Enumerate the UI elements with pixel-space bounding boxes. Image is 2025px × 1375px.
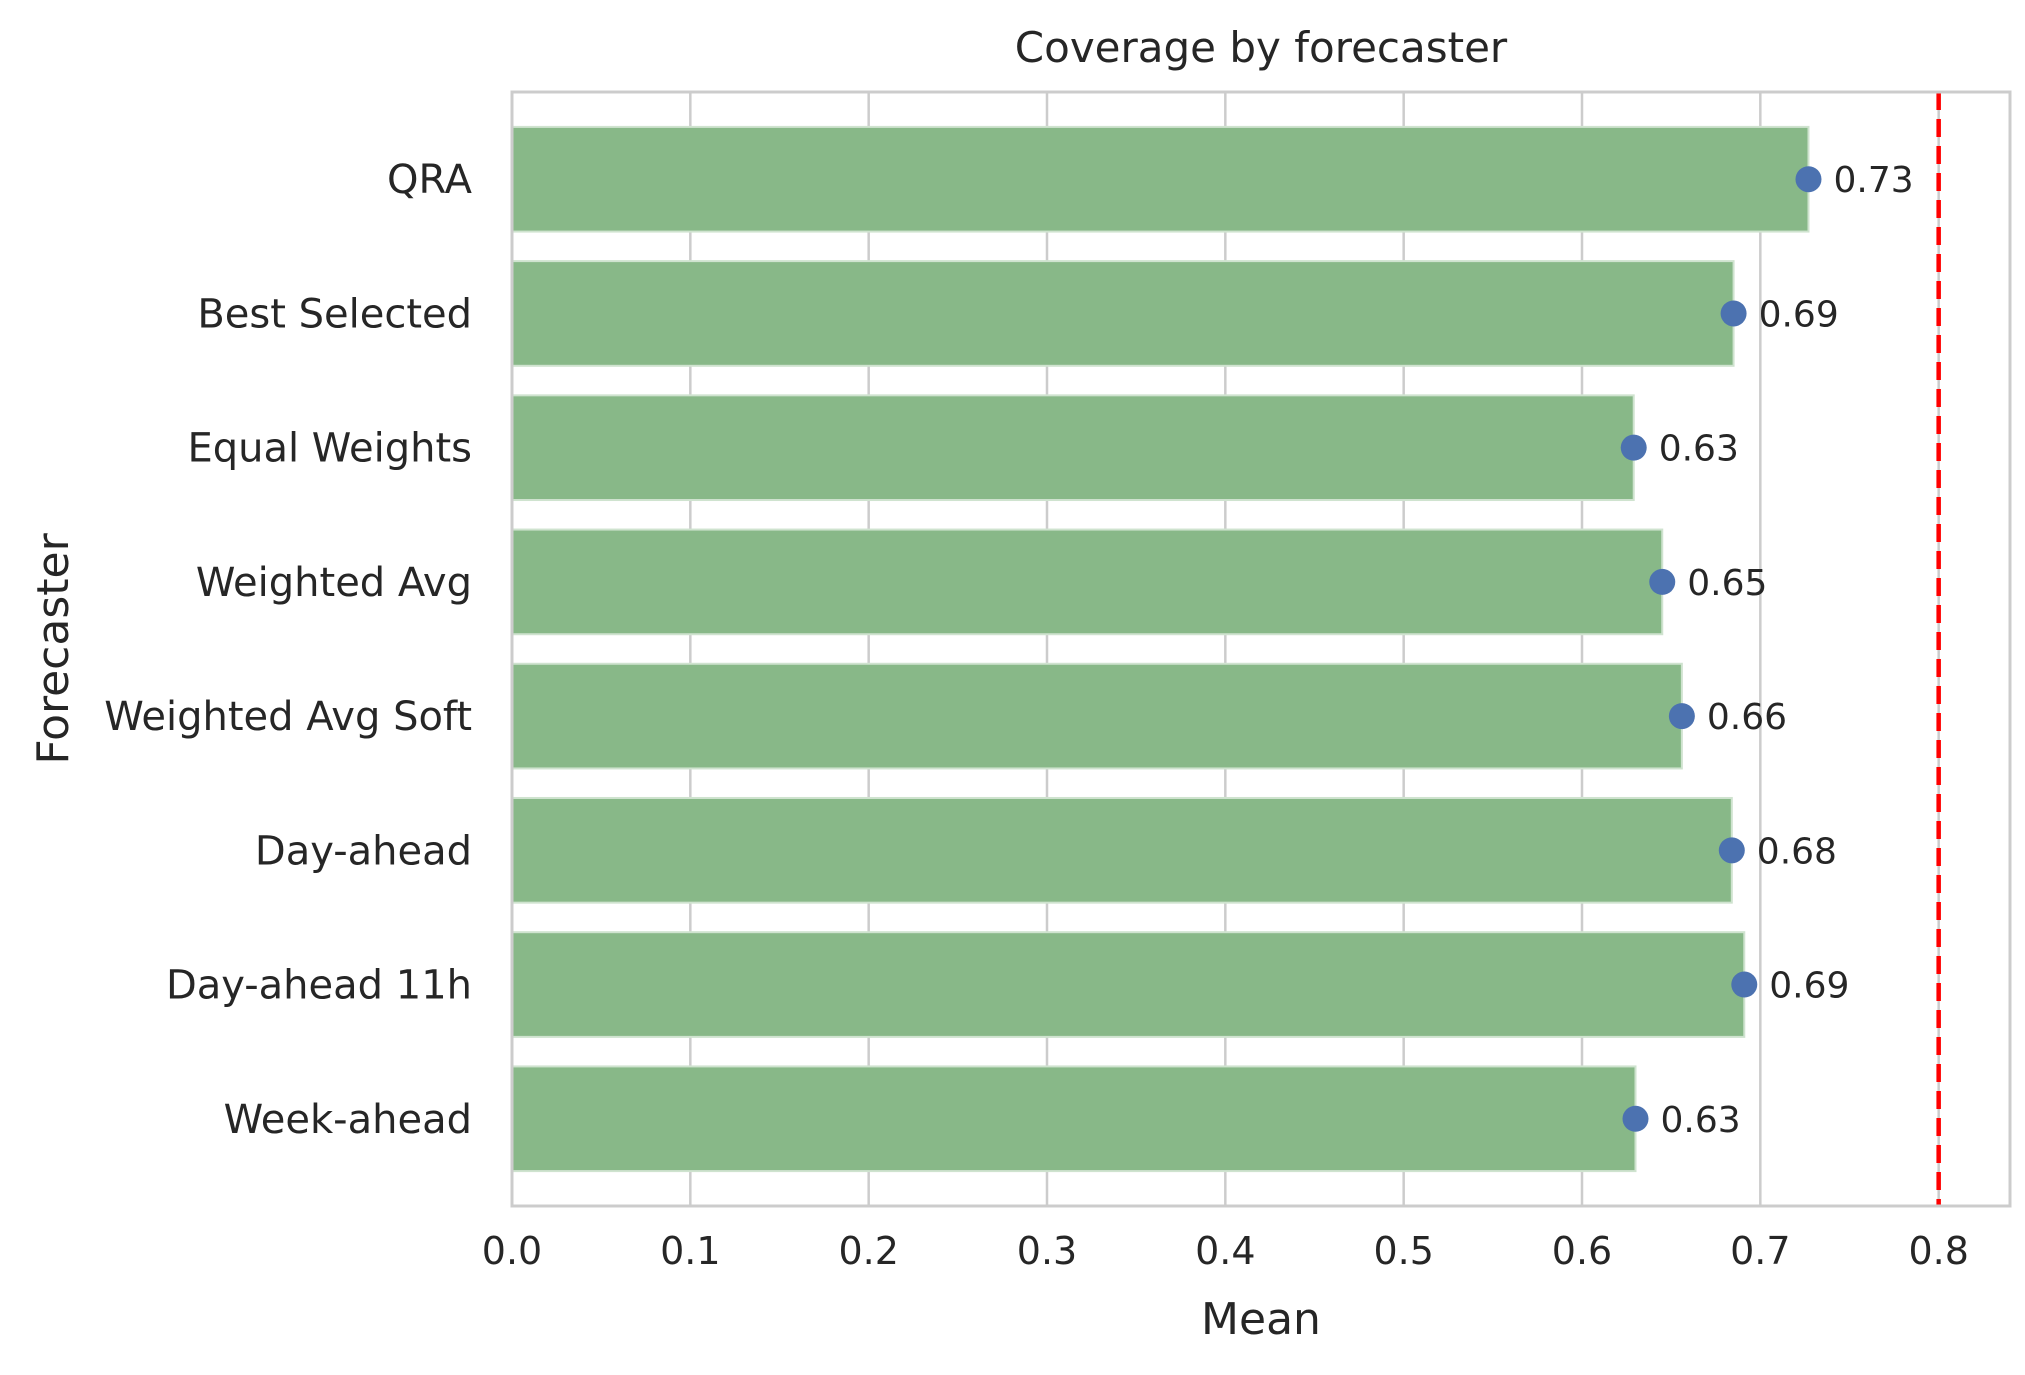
x-tick-label: 0.0 — [482, 1229, 542, 1273]
y-category-labels: QRA Best Selected Equal Weights Weighted Av… — [104, 157, 472, 1143]
mean-marker — [1720, 300, 1747, 327]
value-label: 0.63 — [1659, 429, 1739, 470]
value-label: 0.68 — [1757, 831, 1837, 872]
y-category-label: Best Selected — [197, 291, 472, 337]
y-category-label: Week-ahead — [224, 1097, 472, 1143]
x-tick-label: 0.3 — [1017, 1229, 1077, 1273]
value-labels: 0.73 0.69 0.63 0.65 0.66 0.68 0.69 0.63 — [1659, 160, 1914, 1141]
x-tick-label: 0.5 — [1373, 1229, 1433, 1273]
y-category-label: Day-ahead — [255, 828, 472, 874]
bar — [511, 931, 1746, 1038]
value-label: 0.69 — [1759, 294, 1839, 335]
x-tick-label: 0.8 — [1908, 1229, 1968, 1273]
value-label: 0.65 — [1687, 563, 1767, 604]
bar — [511, 125, 1810, 233]
markers — [1620, 166, 1822, 1132]
y-category-label: Weighted Avg — [196, 560, 472, 606]
bar — [511, 796, 1733, 904]
mean-marker — [1620, 434, 1647, 461]
y-category-label: Equal Weights — [187, 426, 472, 472]
mean-marker — [1668, 703, 1695, 730]
y-category-label: QRA — [387, 157, 473, 203]
x-tick-label: 0.1 — [660, 1229, 720, 1273]
bar — [511, 1065, 1637, 1173]
axes-frame — [510, 90, 2012, 1208]
bar — [511, 260, 1735, 367]
x-tick-label: 0.4 — [1195, 1229, 1255, 1273]
x-tick-label: 0.7 — [1730, 1229, 1790, 1273]
x-tick-label: 0.6 — [1552, 1229, 1612, 1273]
mean-marker — [1649, 568, 1676, 595]
value-label: 0.69 — [1769, 966, 1849, 1007]
x-tick-label: 0.2 — [838, 1229, 898, 1273]
mean-marker — [1795, 166, 1822, 193]
x-axis-label: Mean — [1201, 1294, 1321, 1345]
y-axis-label: Forecaster — [28, 532, 79, 764]
y-category-label: Day-ahead 11h — [166, 963, 472, 1009]
mean-marker — [1731, 971, 1758, 998]
bar — [511, 528, 1664, 636]
chart-title: Coverage by forecaster — [1015, 23, 1508, 72]
bars — [511, 125, 1810, 1173]
x-tick-labels: 0.0 0.1 0.2 0.3 0.4 0.5 0.6 0.7 0.8 — [482, 1229, 1969, 1273]
mean-marker — [1622, 1105, 1649, 1132]
bar — [511, 394, 1635, 502]
value-label: 0.66 — [1707, 697, 1787, 738]
mean-marker — [1718, 837, 1745, 864]
y-category-label: Weighted Avg Soft — [104, 694, 472, 740]
value-label: 0.73 — [1833, 160, 1913, 201]
bar — [511, 662, 1683, 770]
value-label: 0.63 — [1661, 1100, 1741, 1141]
